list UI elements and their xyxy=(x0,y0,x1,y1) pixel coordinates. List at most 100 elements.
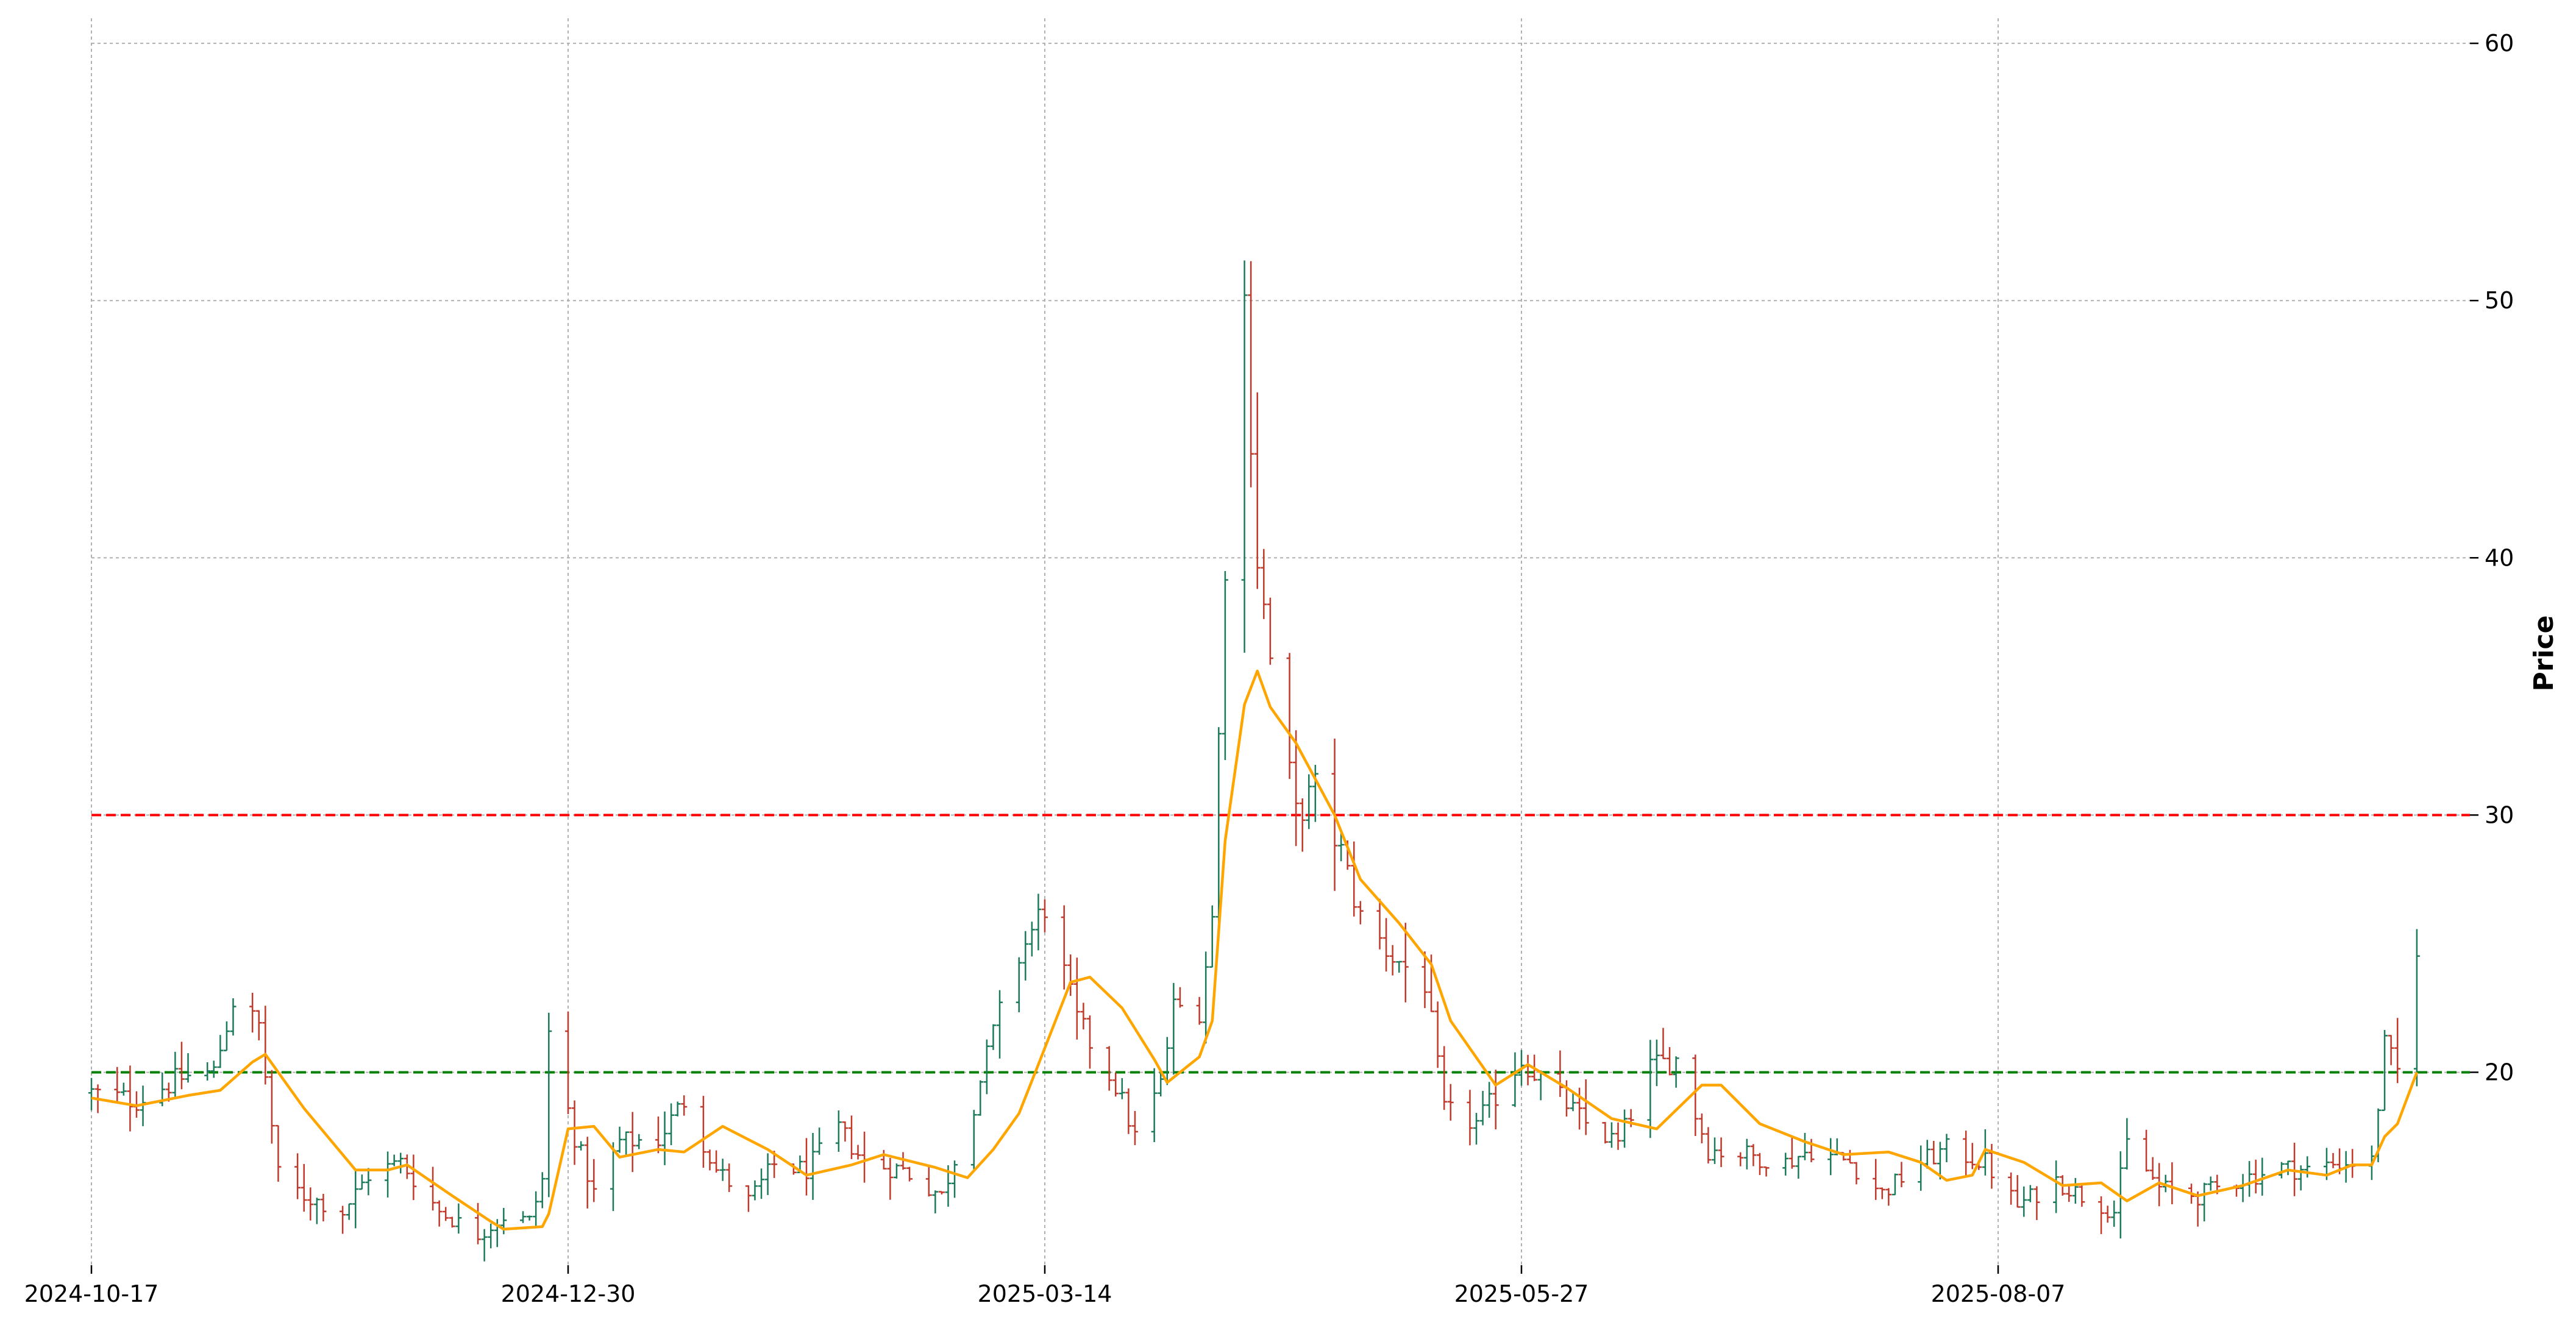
ohlc-bar xyxy=(320,1193,327,1222)
ohlc-bar xyxy=(706,1149,713,1171)
ohlc-bar xyxy=(1698,1113,1705,1144)
ohlc-bars xyxy=(88,260,2420,1262)
ohlc-bar xyxy=(1338,831,1345,862)
ohlc-bar xyxy=(816,1127,823,1155)
ohlc-bar xyxy=(2079,1184,2085,1207)
ohlc-bar xyxy=(210,1060,217,1078)
ohlc-bar xyxy=(1653,1039,1660,1087)
ohlc-bar xyxy=(2207,1176,2214,1191)
ohlc-bar xyxy=(1376,898,1383,950)
reference-lines xyxy=(91,814,2470,1074)
ohlc-bar xyxy=(1615,1122,1621,1150)
ohlc-bar xyxy=(404,1154,410,1179)
ohlc-bar xyxy=(803,1138,809,1196)
ohlc-bar xyxy=(127,1065,133,1132)
ohlc-bar xyxy=(172,1051,179,1098)
ohlc-bar xyxy=(223,1021,230,1051)
ohlc-bar xyxy=(1125,1088,1132,1134)
ohlc-bar xyxy=(1209,905,1215,968)
ohlc-bar xyxy=(1254,392,1261,589)
ohlc-bar xyxy=(2349,1149,2356,1178)
ohlc-bar xyxy=(1705,1127,1712,1164)
ohlc-bar xyxy=(1576,1087,1583,1130)
ohlc-bar xyxy=(88,1078,94,1110)
ohlc-bar xyxy=(1241,260,1248,653)
ohlc-bar xyxy=(1750,1144,1757,1166)
ohlc-bar xyxy=(1737,1152,1744,1166)
ohlc-bar xyxy=(1943,1134,1950,1163)
ohlc-bar xyxy=(1106,1046,1112,1091)
ohlc-bar xyxy=(1357,901,1364,925)
ohlc-bar xyxy=(1608,1122,1615,1148)
ohlc-bar xyxy=(855,1145,861,1160)
ohlc-bar xyxy=(1042,899,1048,932)
ohlc-bar xyxy=(674,1101,681,1117)
ohlc-bar xyxy=(900,1152,906,1170)
ohlc-bar xyxy=(1937,1141,1943,1180)
ohlc-bar xyxy=(449,1216,455,1228)
ohlc-bar xyxy=(307,1187,314,1221)
axes: 20 30 40 50 60 2024-10-17 2024-12-30 2025-03-14… xyxy=(24,30,2514,1307)
ohlc-bar xyxy=(1299,798,1306,852)
ohlc-bar xyxy=(2111,1200,2118,1227)
ohlc-bar xyxy=(2278,1162,2285,1179)
y-tick-label: 50 xyxy=(2485,287,2514,314)
ohlc-bar xyxy=(2201,1182,2208,1222)
ohlc-bar xyxy=(726,1163,733,1192)
ohlc-bar xyxy=(2252,1159,2259,1194)
ohlc-bar xyxy=(2382,1030,2388,1112)
ohlc-bar xyxy=(533,1191,539,1226)
ohlc-bar xyxy=(443,1207,449,1221)
ohlc-bar xyxy=(546,1012,552,1198)
ohlc-bar xyxy=(294,1153,301,1199)
ohlc-bar xyxy=(1801,1132,1808,1160)
ohlc-bar xyxy=(758,1168,765,1199)
ohlc-bar xyxy=(1203,951,1209,1044)
ohlc-bar xyxy=(655,1117,661,1154)
ohlc-bar xyxy=(1351,841,1357,917)
ohlc-bar xyxy=(1667,1047,1673,1076)
ohlc-bar xyxy=(365,1168,372,1196)
ohlc-bar xyxy=(1086,1015,1093,1069)
ohlc-bar xyxy=(2014,1175,2021,1208)
ohlc-bar xyxy=(1312,764,1318,822)
ohlc-bar xyxy=(636,1134,642,1149)
ohlc-bar xyxy=(217,1035,224,1068)
ohlc-bar xyxy=(1963,1131,1969,1177)
ohlc-bar xyxy=(970,1110,977,1171)
ohlc-bar xyxy=(2330,1152,2336,1168)
ohlc-bar xyxy=(1873,1159,1879,1200)
ohlc-bar xyxy=(1170,982,1177,1075)
ohlc-bar xyxy=(475,1202,482,1244)
ohlc-bar xyxy=(1757,1152,1763,1176)
ohlc-bar xyxy=(1389,945,1396,976)
ohlc-bar xyxy=(301,1163,307,1212)
ohlc-bar xyxy=(1570,1091,1576,1112)
ohlc-bar xyxy=(120,1082,127,1096)
ohlc-bar xyxy=(1718,1137,1724,1167)
ohlc-bar xyxy=(1846,1149,1853,1164)
ohlc-bar xyxy=(1853,1162,1860,1185)
ohlc-bar xyxy=(2143,1129,2150,1172)
ohlc-bar xyxy=(488,1223,494,1249)
x-tick-label: 2024-10-17 xyxy=(24,1280,159,1307)
ohlc-bar xyxy=(1602,1121,1609,1144)
ohlc-bar xyxy=(2246,1161,2253,1197)
ohlc-bar xyxy=(2388,1035,2394,1065)
ohlc-bar xyxy=(616,1126,623,1153)
ohlc-bar xyxy=(2169,1162,2176,1204)
ohlc-bar xyxy=(1396,960,1403,973)
ohlc-bar xyxy=(1492,1070,1499,1130)
ohlc-bar xyxy=(932,1190,939,1213)
ohlc-bar xyxy=(842,1121,849,1142)
ohlc-bar xyxy=(578,1141,585,1151)
ohlc-bar xyxy=(835,1110,842,1152)
ohlc-bar xyxy=(1467,1090,1473,1146)
ohlc-bar xyxy=(997,990,1003,1059)
ohlc-bar xyxy=(1557,1050,1564,1097)
x-tick-label: 2024-12-30 xyxy=(501,1280,636,1307)
ohlc-bar xyxy=(268,1070,275,1144)
ohlc-bar xyxy=(397,1152,404,1174)
ohlc-bar xyxy=(2104,1205,2111,1223)
